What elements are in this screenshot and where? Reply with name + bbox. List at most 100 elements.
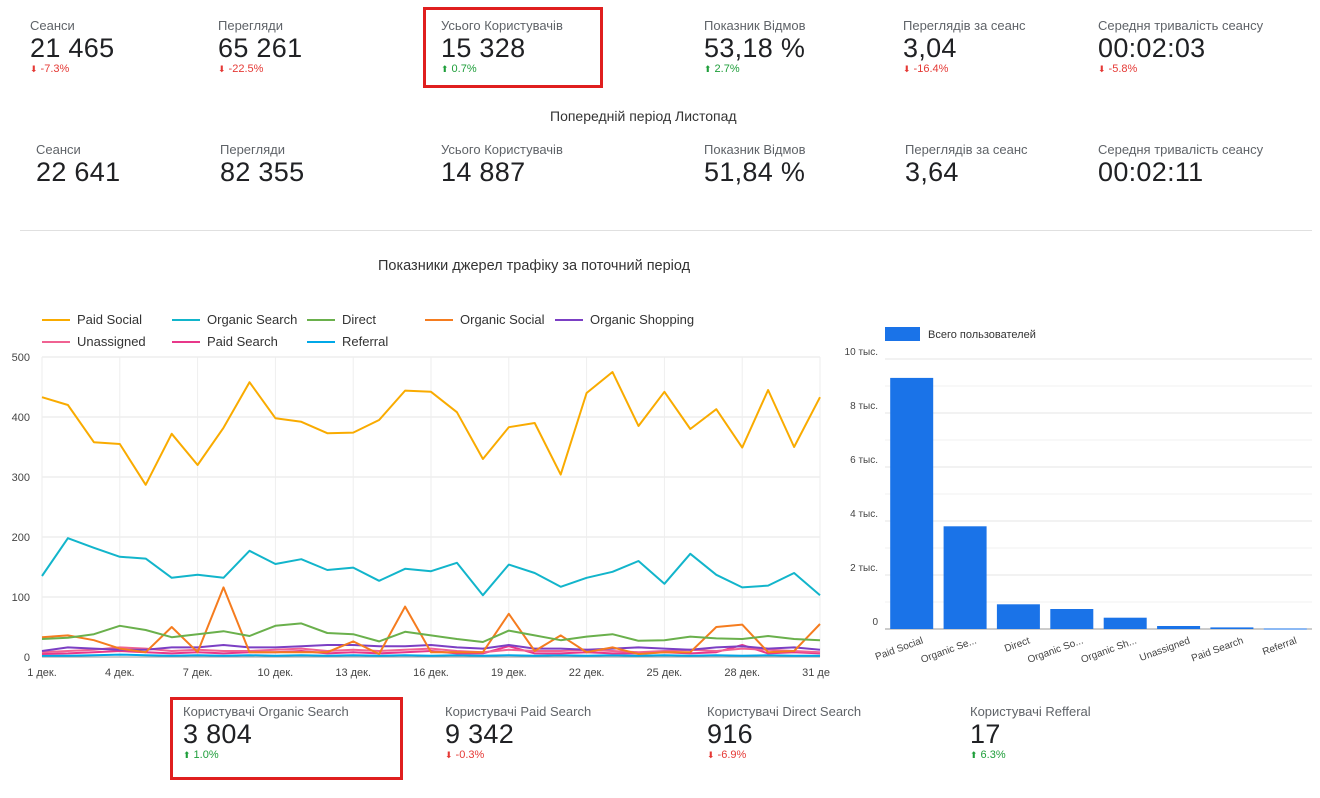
y-tick-label: 2 тыс. (850, 563, 878, 574)
legend-label: Organic Social (460, 312, 545, 327)
metric-label: Переглядів за сеанс (903, 18, 1026, 33)
bar (1263, 628, 1307, 630)
bar (1050, 609, 1094, 629)
y-tick-label: 400 (12, 412, 30, 424)
metric-bounce-rate: Показник Відмов 53,18 % ⬆ 2.7% (704, 18, 806, 75)
metric-label: Середня тривалість сеансу (1098, 18, 1264, 33)
bar (996, 604, 1040, 629)
metric-delta: -6.9% (717, 749, 747, 761)
metric-direct-users: Користувачі Direct Search 916 ⬇ -6.9% (707, 704, 861, 761)
x-tick-label: 28 дек. (724, 667, 760, 679)
metric-value: 00:02:11 (1098, 157, 1204, 187)
line-chart: 0 100 200 300 400 500 1 дек. 4 дек. 7 дек. 10 дек… (12, 312, 830, 679)
x-tick-label: Organic Se... (919, 635, 978, 665)
prev-metric-pages-per-session: Переглядів за сеанс 3,64 (905, 142, 1028, 187)
highlight-box (170, 697, 403, 780)
bar (1210, 627, 1254, 629)
x-tick-label: Unassigned (1138, 635, 1191, 663)
x-tick-label: 25 дек. (647, 667, 683, 679)
series-line (41, 622, 821, 643)
metric-value: 22 641 (36, 157, 121, 187)
metric-sessions: Сеанси 21 465 ⬇ -7.3% (30, 18, 114, 75)
x-tick-label: 10 дек. (258, 667, 294, 679)
metric-value: 14 887 (441, 157, 526, 187)
series-line (42, 653, 820, 657)
metric-value: 15 328 (441, 33, 526, 63)
metric-value: 65 261 (218, 33, 303, 63)
x-tick-label: Organic Sh... (1080, 635, 1139, 665)
y-tick-label: 10 тыс. (845, 347, 878, 358)
metric-label: Користувачі Organic Search (183, 704, 349, 719)
metric-label: Користувачі Direct Search (707, 704, 862, 719)
metric-value: 53,18 % (704, 33, 806, 63)
legend-label: Всего пользователей (928, 329, 1036, 341)
metric-delta: 1.0% (193, 749, 219, 761)
previous-period-title: Попередній період Листопад (550, 108, 737, 124)
y-tick-label: 100 (12, 592, 30, 604)
arrow-up-icon: ⬆ (970, 750, 978, 760)
metric-value: 17 (970, 719, 1001, 749)
metric-organic-search-users: Користувачі Organic Search 3 804 ⬆ 1.0% (183, 704, 349, 761)
y-tick-label: 8 тыс. (850, 401, 878, 412)
x-tick-label: 16 дек. (413, 667, 449, 679)
metric-label: Показник Відмов (704, 18, 806, 33)
series-line (41, 537, 821, 597)
x-tick-label: 31 дек. (802, 667, 830, 679)
metric-value: 82 355 (220, 157, 305, 187)
metric-label: Усього Користувачів (441, 142, 563, 157)
metric-avg-session-duration: Середня тривалість сеансу 00:02:03 ⬇ -5.8… (1098, 18, 1263, 75)
prev-metric-bounce-rate: Показник Відмов 51,84 % (704, 142, 806, 187)
metric-label: Сеанси (30, 18, 75, 33)
metric-paid-search-users: Користувачі Paid Search 9 342 ⬇ -0.3% (445, 704, 591, 761)
y-tick-label: 0 (24, 652, 30, 664)
metric-delta: 2.7% (714, 63, 740, 75)
arrow-down-icon: ⬇ (218, 64, 226, 74)
metric-delta: 0.7% (451, 63, 477, 75)
prev-metric-avg-session-duration: Середня тривалість сеансу 00:02:11 (1098, 142, 1263, 187)
metric-label: Середня тривалість сеансу (1098, 142, 1264, 157)
series-line (41, 371, 821, 486)
legend-label: Unassigned (77, 334, 146, 349)
highlight-box (423, 7, 603, 88)
metric-pageviews: Перегляди 65 261 ⬇ -22.5% (218, 18, 302, 75)
series-line (41, 586, 821, 655)
section-divider (20, 230, 1312, 231)
metric-label: Користувачі Paid Search (445, 704, 592, 719)
metric-label: Перегляди (218, 18, 283, 33)
bar (1103, 617, 1147, 629)
y-tick-label: 200 (12, 532, 30, 544)
x-tick-label: Direct (1003, 635, 1032, 654)
y-tick-label: 500 (12, 352, 30, 364)
metric-pages-per-session: Переглядів за сеанс 3,04 ⬇ -16.4% (903, 18, 1026, 75)
metric-delta: 6.3% (980, 749, 1006, 761)
prev-metric-pageviews: Перегляди 82 355 (220, 142, 304, 187)
x-tick-label: Organic So... (1026, 635, 1085, 665)
metric-delta: -5.8% (1108, 63, 1138, 75)
x-tick-label: 7 дек. (183, 667, 213, 679)
legend-label: Paid Social (77, 312, 142, 327)
metric-delta: -7.3% (40, 63, 70, 75)
legend-label: Referral (342, 334, 388, 349)
x-tick-label: Referral (1261, 635, 1298, 658)
x-tick-label: Paid Social (874, 635, 925, 662)
x-tick-label: 13 дек. (335, 667, 371, 679)
metric-total-users: Усього Користувачів 15 328 ⬆ 0.7% (441, 18, 563, 75)
x-tick-label: 19 дек. (491, 667, 527, 679)
metric-delta: -0.3% (455, 749, 485, 761)
legend-label: Organic Shopping (590, 312, 694, 327)
metric-value: 916 (707, 719, 753, 749)
x-tick-label: 1 дек. (27, 667, 57, 679)
x-tick-label: 4 дек. (105, 667, 135, 679)
metric-delta: -22.5% (228, 63, 264, 75)
arrow-down-icon: ⬇ (445, 750, 453, 760)
y-tick-label: 6 тыс. (850, 455, 878, 466)
metric-label: Переглядів за сеанс (905, 142, 1028, 157)
metric-label: Усього Користувачів (441, 18, 563, 33)
metric-label: Показник Відмов (704, 142, 806, 157)
legend-label: Organic Search (207, 312, 297, 327)
bar (943, 526, 987, 629)
legend-label: Paid Search (207, 334, 278, 349)
metric-value: 51,84 % (704, 157, 806, 187)
x-tick-label: 22 дек. (569, 667, 605, 679)
metric-value: 3,04 (903, 33, 957, 63)
